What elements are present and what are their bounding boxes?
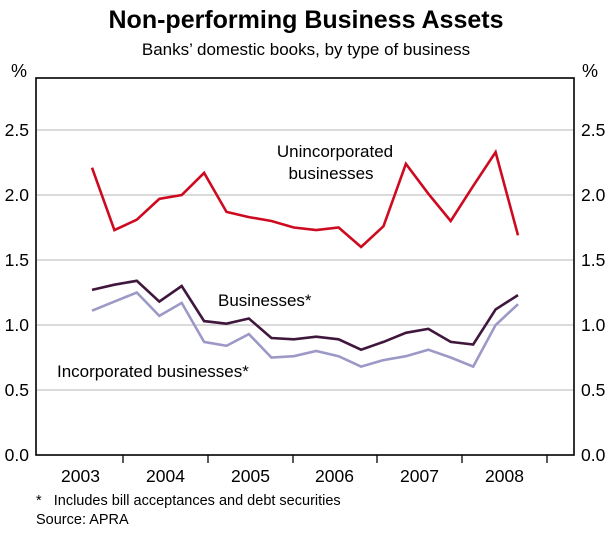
x-axis-year-label: 2004 xyxy=(146,466,185,486)
chart-subtitle: Banks’ domestic books, by type of busine… xyxy=(141,40,471,59)
x-axis-year-label: 2008 xyxy=(485,466,524,486)
unit-label-left: % xyxy=(11,61,27,81)
series-label: businesses xyxy=(288,164,373,183)
y-axis-label-left: 2.5 xyxy=(5,120,29,140)
y-axis-label-right: 1.0 xyxy=(581,315,606,335)
chart-footnote: * Includes bill acceptances and debt sec… xyxy=(36,493,341,509)
y-axis-label-left: 0.5 xyxy=(5,380,29,400)
x-axis-year-label: 2003 xyxy=(61,466,100,486)
x-axis-year-label: 2007 xyxy=(400,466,439,486)
y-axis-label-right: 1.5 xyxy=(581,250,605,270)
y-axis-label-right: 2.0 xyxy=(581,185,606,205)
chart-title: Non-performing Business Assets xyxy=(108,6,504,34)
y-axis-label-left: 1.5 xyxy=(5,250,29,270)
unit-label-right: % xyxy=(582,61,598,81)
y-axis-label-right: 0.0 xyxy=(581,445,606,465)
series-label: Unincorporated xyxy=(277,142,393,161)
y-axis-label-left: 2.0 xyxy=(5,185,30,205)
chart-source: Source: APRA xyxy=(36,512,129,528)
series-line-businesses xyxy=(91,279,519,352)
series-label: Incorporated businesses* xyxy=(57,362,249,381)
y-axis-label-left: 0.0 xyxy=(5,445,30,465)
series-line-incorporated-businesses xyxy=(91,290,519,369)
x-axis-year-label: 2006 xyxy=(315,466,354,486)
y-axis-label-left: 1.0 xyxy=(5,315,30,335)
y-axis-label-right: 2.5 xyxy=(581,120,605,140)
y-axis-label-right: 0.5 xyxy=(581,380,605,400)
x-axis-year-label: 2005 xyxy=(231,466,270,486)
series-label: Businesses* xyxy=(218,291,312,310)
plot-border xyxy=(35,77,575,456)
series-line-unincorporated-businesses xyxy=(90,148,520,249)
